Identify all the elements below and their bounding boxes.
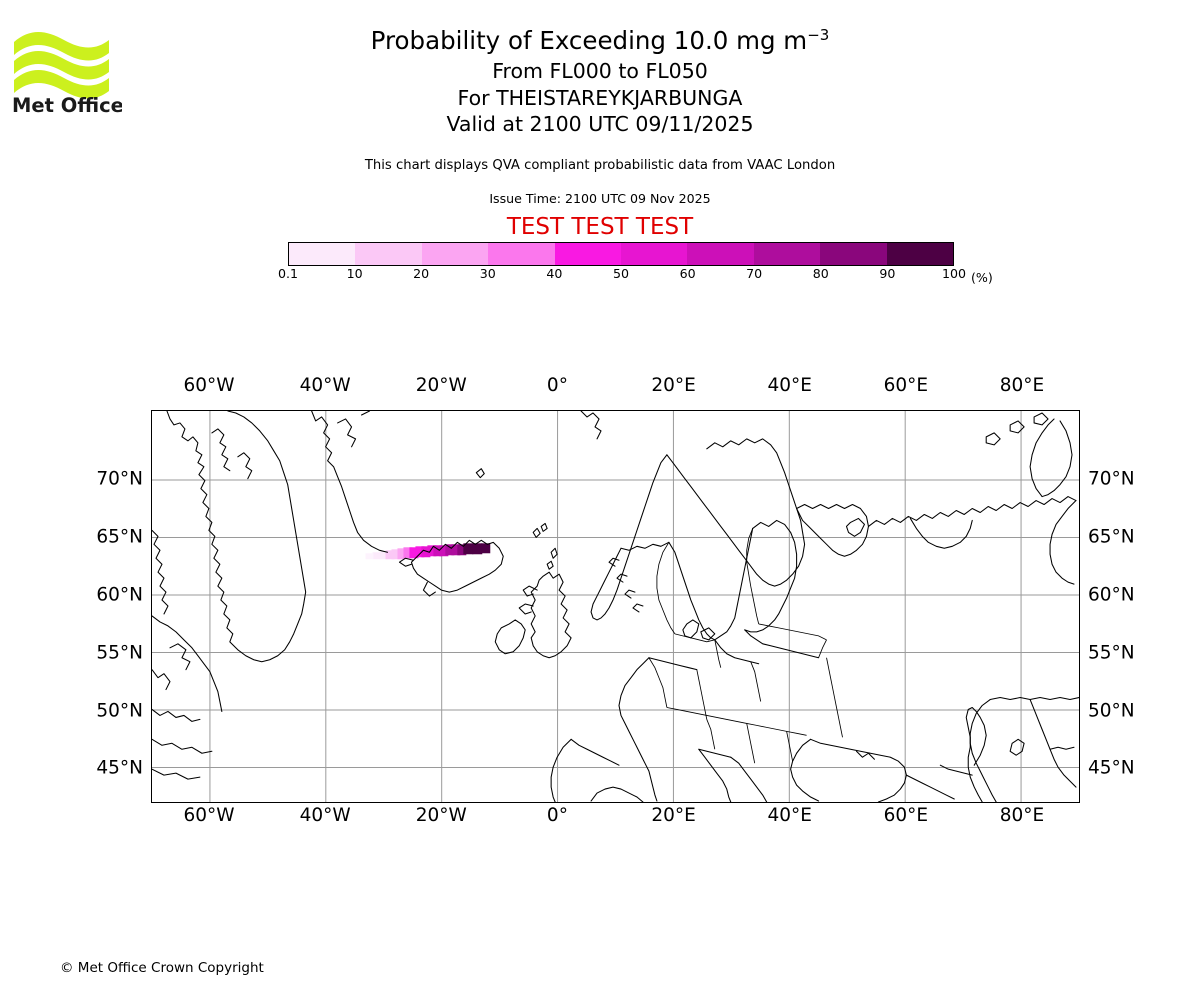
lat-label-left-5: 45°N (96, 757, 143, 779)
lat-label-left-1: 65°N (96, 526, 143, 548)
met-office-wave-mark (14, 32, 109, 99)
colorbar-segment-4 (554, 243, 622, 265)
lon-label-top-2: 20°W (415, 375, 467, 396)
colorbar-tick-0-1: 0.1 (277, 266, 299, 281)
lat-label-right-5: 45°N (1088, 757, 1135, 779)
lon-label-top-6: 60°E (883, 375, 929, 396)
lat-label-right-0: 70°N (1088, 468, 1135, 490)
lon-label-bottom-6: 60°E (883, 805, 929, 826)
colorbar-segment-0 (289, 243, 356, 265)
qva-compliance-note: This chart displays QVA compliant probab… (364, 158, 836, 173)
lon-label-top-7: 80°E (999, 375, 1045, 396)
lat-label-right-3: 55°N (1088, 642, 1135, 664)
chart-title-exponent: −3 (807, 25, 830, 44)
map-frame (151, 410, 1080, 803)
lon-label-bottom-4: 20°E (651, 805, 696, 826)
lon-label-top-3: 0° (546, 375, 568, 396)
probability-colorbar (288, 242, 954, 266)
colorbar-segment-1 (355, 243, 422, 265)
colorbar-tick-40: 40 (546, 266, 563, 281)
chart-title-line1: Probability of Exceeding 10.0 mg m−3 (0, 24, 1200, 58)
chart-title-flight-levels: From FL000 to FL050 (492, 59, 708, 83)
lat-label-left-4: 50°N (96, 700, 143, 722)
colorbar-segment-7 (753, 243, 821, 265)
colorbar-segment-8 (820, 243, 887, 265)
map-coastlines (152, 411, 1079, 802)
map-plot-area (151, 410, 1080, 803)
colorbar-units-label: (%) (971, 270, 993, 285)
colorbar-segment-9 (886, 243, 954, 265)
met-office-wordmark: Met Office (12, 94, 122, 115)
colorbar-segment-6 (687, 243, 754, 265)
lon-label-top-4: 20°E (651, 375, 696, 396)
colorbar-tick-70: 70 (746, 266, 763, 281)
ash-probability-plume (365, 543, 491, 560)
colorbar-tick-30: 30 (479, 266, 496, 281)
lon-label-bottom-7: 80°E (999, 805, 1045, 826)
lat-label-left-0: 70°N (96, 468, 143, 490)
map-canvas (152, 411, 1079, 802)
lon-label-top-5: 40°E (767, 375, 812, 396)
issue-time-label: Issue Time: 2100 UTC 09 Nov 2025 (489, 191, 711, 206)
map-gridlines (152, 411, 1079, 802)
lat-label-right-1: 65°N (1088, 526, 1135, 548)
lon-label-top-0: 60°W (183, 375, 235, 396)
map-country-borders (648, 528, 843, 764)
chart-title-valid-time: Valid at 2100 UTC 09/11/2025 (446, 112, 754, 136)
lat-label-right-2: 60°N (1088, 584, 1135, 606)
colorbar-tick-20: 20 (413, 266, 430, 281)
lon-label-bottom-1: 40°W (299, 805, 351, 826)
lat-label-right-4: 50°N (1088, 700, 1135, 722)
lon-label-bottom-3: 0° (546, 805, 568, 826)
met-office-logo: Met Office (12, 20, 122, 115)
lon-label-bottom-5: 40°E (767, 805, 812, 826)
colorbar-tick-80: 80 (812, 266, 829, 281)
lat-label-left-2: 60°N (96, 584, 143, 606)
colorbar-tick-90: 90 (879, 266, 896, 281)
colorbar-tick-100: 100 (941, 266, 967, 281)
colorbar-tick-10: 10 (346, 266, 363, 281)
copyright-notice: © Met Office Crown Copyright (60, 960, 264, 976)
chart-title-main-text: Probability of Exceeding 10.0 mg m (370, 26, 808, 55)
test-banner: TEST TEST TEST (506, 214, 694, 240)
colorbar-tick-50: 50 (612, 266, 630, 281)
lon-label-bottom-0: 60°W (183, 805, 235, 826)
lat-label-left-3: 55°N (96, 642, 143, 664)
colorbar-segment-5 (621, 243, 688, 265)
chart-title-volcano: For THEISTAREYKJARBUNGA (457, 85, 743, 110)
lon-label-top-1: 40°W (299, 375, 351, 396)
colorbar-tick-labels: 0.1 10 20 30 40 50 60 70 80 90 100 (278, 266, 966, 286)
lon-label-bottom-2: 20°W (415, 805, 467, 826)
colorbar-segment-3 (488, 243, 555, 265)
colorbar-segments (288, 242, 954, 266)
colorbar-segment-2 (421, 243, 489, 265)
chart-title-block: Probability of Exceeding 10.0 mg m−3 Fro… (0, 24, 1200, 138)
colorbar-tick-60: 60 (679, 266, 696, 281)
